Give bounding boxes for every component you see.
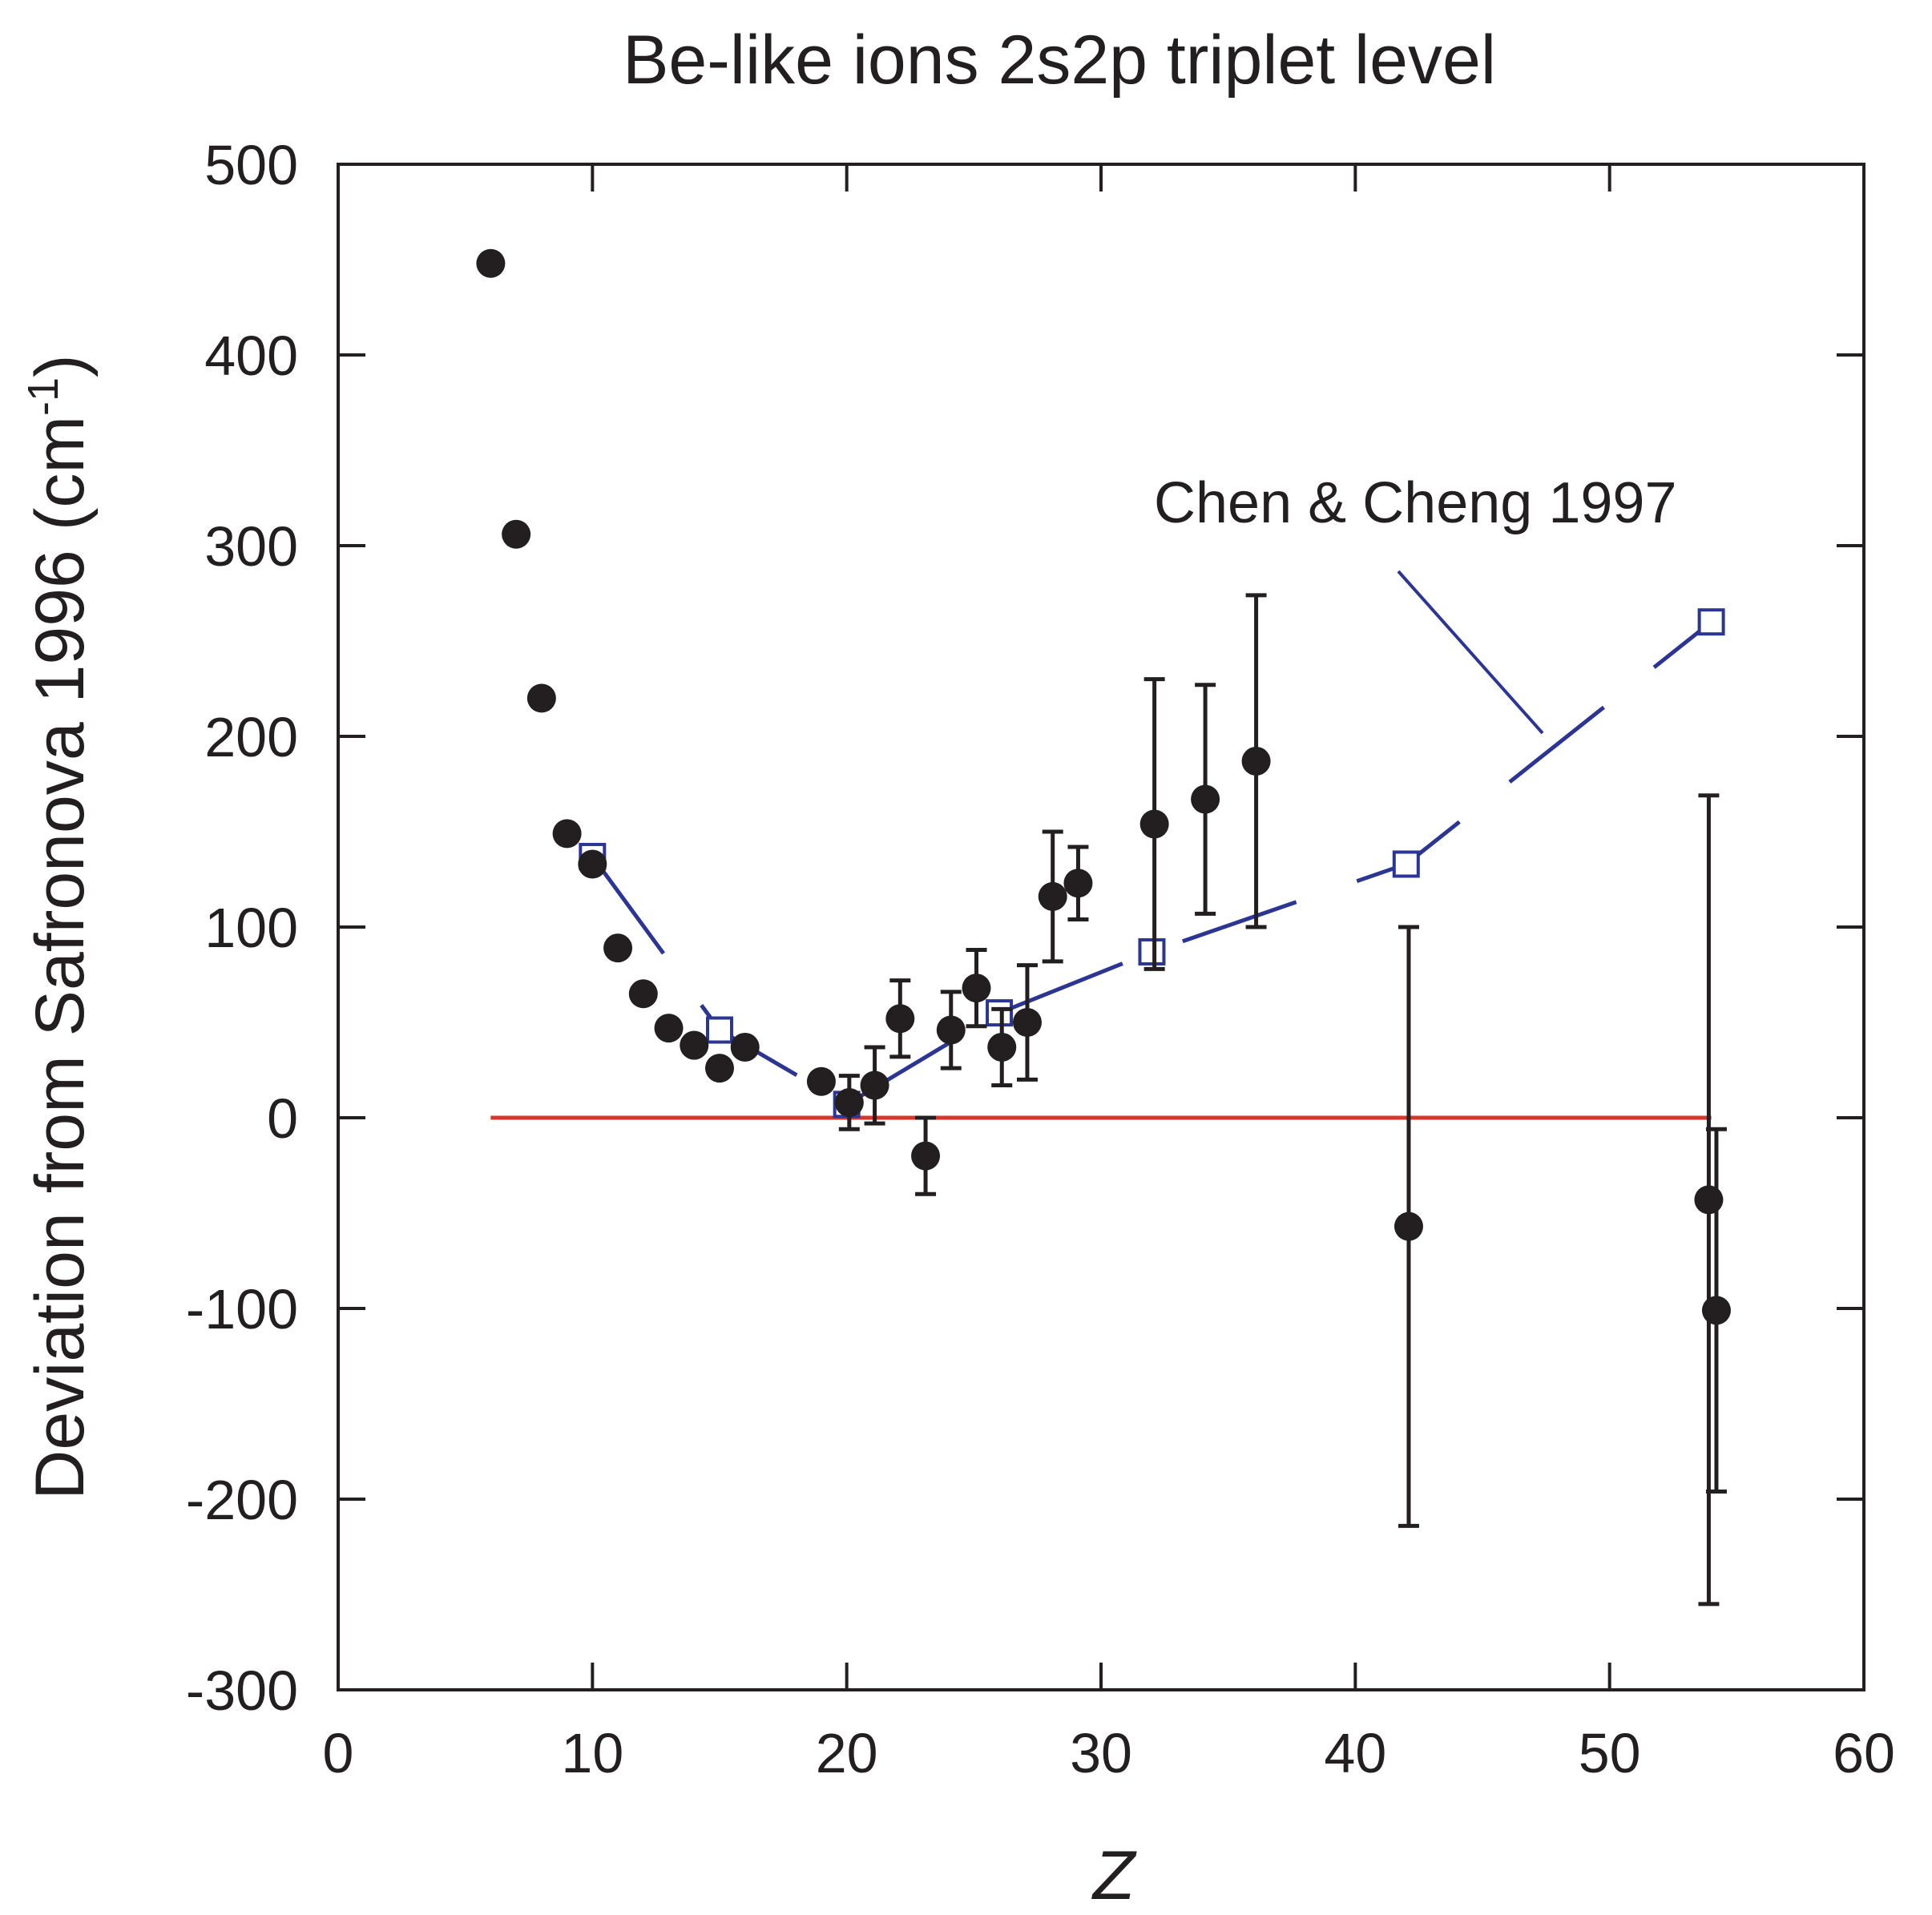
data-point <box>628 979 658 1009</box>
theory-line <box>591 620 1713 1107</box>
y-tick-label: -200 <box>186 1469 298 1531</box>
x-axis-label: Z <box>1091 1837 1137 1914</box>
data-point <box>502 519 531 549</box>
data-point <box>860 1070 889 1100</box>
y-tick-label: -300 <box>186 1659 298 1722</box>
data-point <box>885 1004 915 1034</box>
data-point <box>1139 809 1169 839</box>
theory-marker <box>706 1016 733 1044</box>
data-point <box>834 1087 864 1117</box>
data-point <box>1038 881 1067 911</box>
x-tick-labels: 0 10 20 30 40 50 60 <box>323 1722 1895 1784</box>
data-point <box>526 683 556 713</box>
x-tick-label: 30 <box>1070 1722 1132 1784</box>
data-point <box>1394 1211 1423 1241</box>
theory-marker <box>986 999 1014 1027</box>
x-tick-label: 40 <box>1324 1722 1386 1784</box>
tick-layer <box>338 164 1864 1690</box>
x-tick-label: 50 <box>1579 1722 1641 1784</box>
theory-annotation: Chen & Cheng 1997 <box>1154 471 1677 535</box>
y-axis-label: Deviation from Safronova 1996 (cm-1) <box>19 354 99 1499</box>
data-point <box>1191 784 1220 814</box>
y-tick-label: 500 <box>204 134 298 196</box>
data-point <box>911 1141 941 1171</box>
data-point <box>936 1015 966 1045</box>
data-point <box>1694 1185 1724 1215</box>
x-tick-label: 20 <box>816 1722 878 1784</box>
annotation-leader-line <box>1397 570 1544 735</box>
data-point <box>476 248 506 278</box>
y-axis-label-main: Deviation from Safronova 1996 (cm <box>22 416 99 1500</box>
y-tick-labels: 500 400 300 200 100 0 -100 -200 -300 <box>186 134 298 1722</box>
data-point <box>705 1054 734 1083</box>
x-tick-label: 10 <box>561 1722 623 1784</box>
data-point <box>1701 1296 1731 1325</box>
data-point <box>1012 1008 1042 1037</box>
y-tick-label: 300 <box>204 515 298 578</box>
data-point <box>987 1032 1017 1062</box>
y-tick-label: 200 <box>204 706 298 768</box>
x-tick-label: 60 <box>1833 1722 1895 1784</box>
data-point <box>1241 746 1271 776</box>
y-tick-label: 0 <box>267 1087 298 1150</box>
data-point <box>962 974 991 1003</box>
y-axis-label-close: ) <box>22 354 99 377</box>
theory-marker <box>1392 850 1420 878</box>
plot-frame <box>337 163 1865 1691</box>
data-point <box>603 933 633 963</box>
y-tick-label: 400 <box>204 325 298 387</box>
data-point <box>730 1032 760 1062</box>
x-tick-label: 0 <box>323 1722 354 1784</box>
theory-marker <box>1697 608 1725 636</box>
y-axis-label-superscript: -1 <box>19 377 67 416</box>
chart-title: Be-like ions 2s2p triplet level <box>623 22 1496 99</box>
theory-marker <box>1138 937 1166 966</box>
data-point <box>680 1030 709 1060</box>
data-point <box>806 1066 836 1096</box>
data-point <box>552 819 582 849</box>
data-point <box>578 849 607 879</box>
data-point <box>654 1014 684 1043</box>
data-point <box>1063 869 1093 898</box>
y-tick-label: 100 <box>204 897 298 959</box>
measurement-series <box>476 248 1731 1607</box>
y-tick-label: -100 <box>186 1278 298 1340</box>
